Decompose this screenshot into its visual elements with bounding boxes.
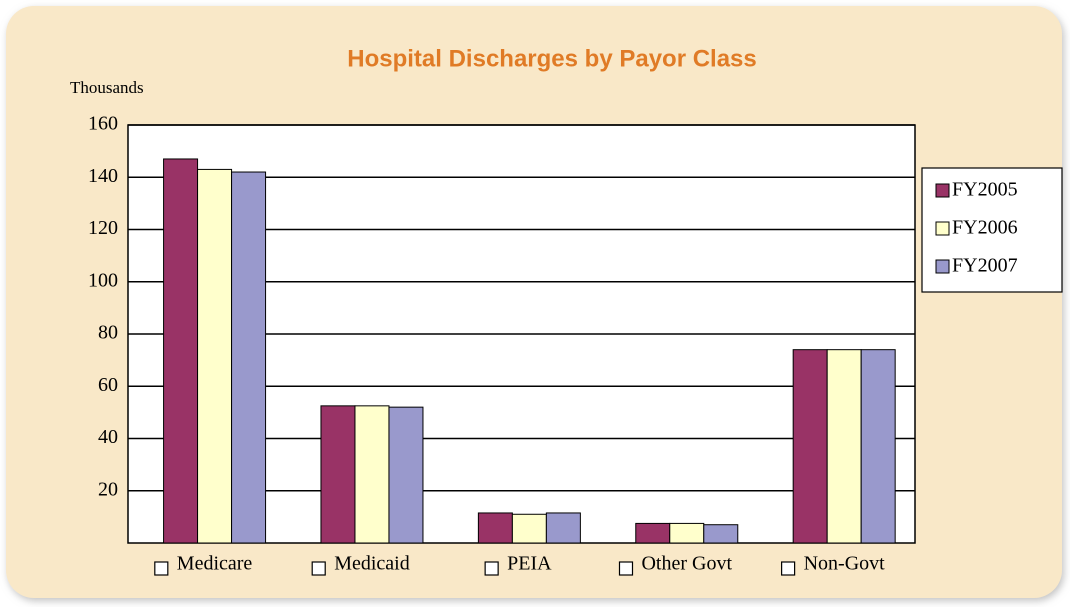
bar: [320, 405, 356, 544]
y-axis-label: Thousands: [70, 78, 144, 97]
bar: [826, 349, 862, 544]
y-tick-label: 160: [88, 113, 118, 135]
bar: [545, 512, 581, 544]
x-tick-label: Medicare: [177, 553, 253, 575]
legend-swatch: [935, 221, 950, 236]
bar: [635, 522, 671, 544]
y-tick-label: 140: [88, 165, 118, 187]
bar: [860, 349, 896, 544]
legend-swatch: [935, 259, 950, 274]
bar: [511, 513, 547, 544]
x-label-box: [311, 561, 326, 576]
bar: [669, 522, 705, 544]
bar: [163, 158, 199, 544]
y-tick-label: 60: [98, 374, 118, 396]
x-label-box: [154, 561, 169, 576]
bar: [231, 171, 267, 544]
y-tick-label: 100: [88, 269, 118, 291]
x-tick-label: Medicaid: [334, 553, 410, 575]
x-tick-label: Other Govt: [641, 553, 732, 575]
legend-label: FY2007: [952, 255, 1018, 277]
bar: [703, 524, 739, 544]
y-tick-label: 20: [98, 478, 118, 500]
chart-title: Hospital Discharges by Payor Class: [347, 45, 757, 72]
legend-swatch: [935, 183, 950, 198]
x-tick-label: PEIA: [507, 553, 552, 575]
legend-label: FY2006: [952, 217, 1018, 239]
bar: [388, 406, 424, 544]
y-tick-label: 80: [98, 322, 118, 344]
y-tick-label: 120: [88, 217, 118, 239]
bar: [792, 349, 828, 544]
x-label-box: [484, 561, 499, 576]
x-tick-label: Non-Govt: [804, 553, 886, 575]
x-label-box: [618, 561, 634, 576]
bar: [354, 405, 390, 544]
legend-label: FY2005: [952, 179, 1018, 201]
y-tick-label: 40: [98, 426, 118, 448]
bar: [197, 168, 233, 544]
x-label-box: [781, 561, 796, 576]
bar: [477, 512, 513, 544]
